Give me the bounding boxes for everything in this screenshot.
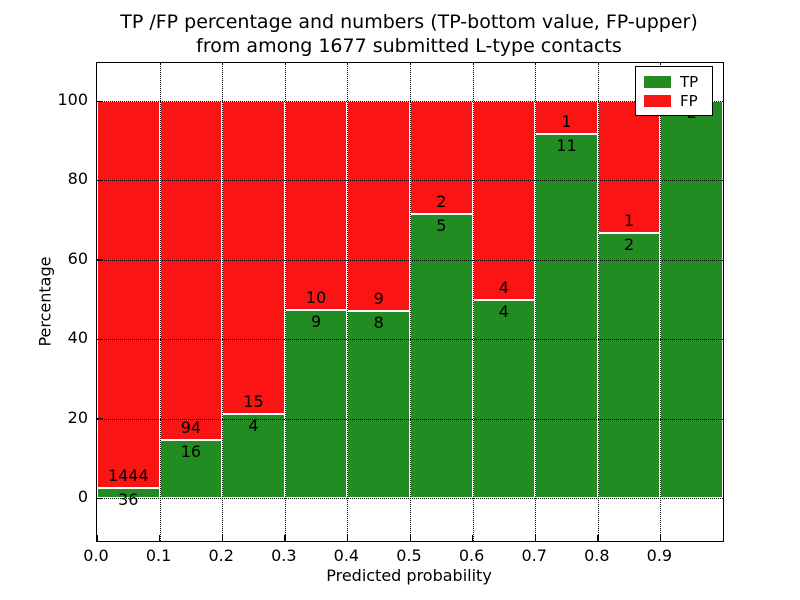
v-gridline: [347, 63, 349, 541]
chart-title-line2: from among 1677 submitted L-type contact…: [196, 35, 622, 57]
y-tick-label: 40: [67, 328, 88, 348]
fp-count-label: 1444: [107, 466, 149, 486]
y-tick-label: 80: [67, 169, 88, 189]
chart-title: TP /FP percentage and numbers (TP-bottom…: [96, 10, 722, 58]
x-axis-label: Predicted probability: [326, 566, 492, 585]
fp-count-label: 10: [305, 287, 327, 307]
fp-count-label: 2: [436, 192, 447, 212]
tp-count-label: 36: [118, 490, 139, 510]
y-tick-label: 60: [67, 248, 88, 268]
x-tick-mark: [409, 535, 411, 541]
v-gridline: [159, 63, 161, 541]
bar-fp: [284, 101, 348, 310]
x-tick-mark: [221, 535, 224, 541]
y-tick-mark: [97, 497, 103, 499]
fp-count-label: 1: [624, 211, 635, 231]
x-tick-mark: [659, 535, 662, 541]
x-tick-label: 0.2: [208, 546, 234, 565]
legend-item-tp: TP: [644, 72, 704, 91]
bar-fp: [597, 101, 661, 234]
bar-fp: [97, 101, 160, 489]
v-gridline: [472, 63, 474, 541]
legend: TP FP: [635, 66, 713, 116]
fp-count-label: 94: [180, 418, 202, 438]
tp-count-label: 4: [248, 416, 259, 436]
bar-tp: [472, 299, 536, 498]
bar-tp: [159, 440, 223, 498]
x-tick-mark: [284, 535, 286, 541]
bar-tp: [597, 233, 661, 498]
bar-tp: [97, 488, 160, 498]
legend-item-fp: FP: [644, 91, 704, 110]
tp-count-label: 5: [436, 216, 447, 236]
tp-count-label: 8: [373, 313, 384, 333]
x-tick-mark: [96, 535, 98, 541]
y-tick-label: 100: [57, 90, 88, 109]
x-tick-mark: [472, 535, 474, 541]
x-tick-label: 0.9: [646, 546, 673, 565]
y-tick-mark: [97, 100, 103, 102]
x-tick-label: 0.0: [83, 546, 109, 565]
fp-count-label: 15: [243, 392, 264, 412]
fp-count-label: 9: [373, 289, 384, 309]
bar-fp: [347, 101, 410, 312]
v-gridline: [222, 63, 224, 541]
bar-tp: [347, 311, 410, 498]
x-tick-mark: [346, 535, 349, 541]
tp-count-label: 9: [311, 311, 322, 331]
x-tick-mark: [159, 535, 161, 541]
bar-fp: [410, 101, 473, 215]
x-tick-label: 0.4: [333, 546, 360, 565]
bar-fp: [222, 101, 285, 415]
v-gridline: [660, 63, 662, 541]
y-tick-mark: [97, 179, 103, 182]
x-tick-label: 0.5: [396, 546, 422, 565]
bar-fp: [159, 101, 223, 441]
y-tick-mark: [97, 338, 103, 341]
tp-count-label: 11: [556, 136, 577, 156]
y-tick-mark: [97, 259, 103, 261]
legend-swatch-fp: [644, 94, 671, 107]
v-gridline: [284, 63, 286, 541]
bar-fp: [472, 101, 536, 300]
chart-title-line1: TP /FP percentage and numbers (TP-bottom…: [120, 11, 698, 33]
x-tick-label: 0.7: [521, 546, 547, 565]
bar-tp: [284, 309, 348, 498]
fp-count-label: 1: [561, 112, 572, 132]
fp-count-label: 4: [498, 277, 509, 297]
y-tick-label: 20: [67, 407, 88, 427]
v-gridline: [597, 63, 599, 541]
bar-tp: [410, 214, 473, 498]
tp-count-label: 4: [498, 301, 509, 321]
x-tick-label: 0.6: [458, 546, 485, 565]
x-tick-label: 0.1: [145, 546, 172, 565]
x-tick-label: 0.8: [584, 546, 610, 565]
x-tick-label: 0.3: [271, 546, 297, 565]
legend-label: TP: [680, 72, 699, 91]
tp-count-label: 2: [624, 235, 635, 255]
legend-swatch-tp: [644, 75, 671, 88]
legend-label: FP: [680, 91, 698, 110]
x-tick-mark: [597, 535, 599, 541]
tp-count-label: 16: [180, 442, 202, 462]
v-gridline: [535, 63, 537, 541]
y-tick-label: 0: [77, 487, 88, 506]
plot-area: 1444369416154109982544111122: [96, 62, 724, 542]
x-tick-mark: [534, 535, 537, 541]
bar-tp: [660, 101, 723, 498]
y-tick-mark: [97, 418, 103, 420]
y-axis-label: Percentage: [35, 256, 55, 347]
bar-tp: [535, 134, 598, 498]
v-gridline: [410, 63, 411, 541]
